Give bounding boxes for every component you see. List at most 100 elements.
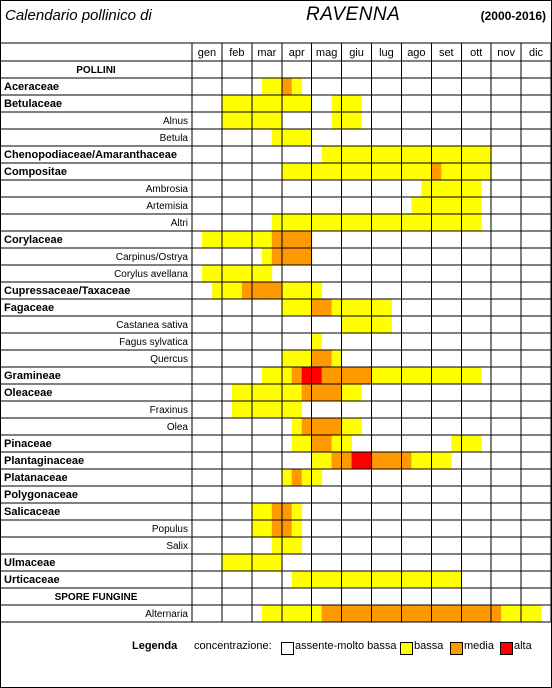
heat-cell xyxy=(351,146,362,163)
heat-cell xyxy=(331,214,342,231)
heat-cell xyxy=(441,214,452,231)
heat-cell xyxy=(271,367,283,384)
heat-cell xyxy=(381,163,392,180)
heat-cell xyxy=(291,503,303,520)
heat-cell xyxy=(231,401,243,418)
heat-cell xyxy=(291,282,303,299)
heat-cell xyxy=(281,367,293,384)
heat-cell xyxy=(361,163,372,180)
row-label: Ulmaceae xyxy=(4,557,55,569)
heat-cell xyxy=(411,367,422,384)
row-label: Salix xyxy=(166,541,188,552)
heat-cell xyxy=(391,367,402,384)
heat-cell xyxy=(361,605,372,622)
heat-cell xyxy=(311,469,323,486)
heat-cell xyxy=(231,384,243,401)
heat-cell xyxy=(371,163,382,180)
heat-cell xyxy=(451,197,462,214)
heat-cell xyxy=(281,163,293,180)
month-header: mar xyxy=(257,47,276,59)
heat-cell xyxy=(271,520,283,537)
heat-cell xyxy=(441,180,452,197)
heat-cell xyxy=(461,367,472,384)
heat-cell xyxy=(471,367,482,384)
heat-cell xyxy=(421,197,432,214)
heat-cell xyxy=(431,214,442,231)
month-header: gen xyxy=(198,47,216,59)
heat-cell xyxy=(251,95,263,112)
heat-cell xyxy=(341,435,352,452)
heat-cell xyxy=(441,605,452,622)
heat-cell xyxy=(221,95,233,112)
heat-cell xyxy=(381,146,392,163)
heat-cell xyxy=(361,214,372,231)
heat-cell xyxy=(441,452,452,469)
heat-cell xyxy=(441,146,452,163)
heat-cell xyxy=(271,95,283,112)
heat-cell xyxy=(461,435,472,452)
heat-cell xyxy=(301,418,313,435)
heat-cell xyxy=(321,384,333,401)
heat-cell xyxy=(411,163,422,180)
heat-cell xyxy=(291,299,303,316)
heat-cell xyxy=(231,265,243,282)
heat-cell xyxy=(361,367,372,384)
heat-cell xyxy=(351,452,362,469)
heat-cell xyxy=(381,605,392,622)
heat-cell xyxy=(351,112,362,129)
heat-cell xyxy=(401,163,412,180)
legend-label-2: media xyxy=(464,640,494,652)
heat-cell xyxy=(381,316,392,333)
heat-cell xyxy=(291,129,303,146)
heat-cell xyxy=(491,605,502,622)
heat-cell xyxy=(301,214,313,231)
heat-cell xyxy=(221,231,233,248)
heat-cell xyxy=(381,452,392,469)
heat-cell xyxy=(521,605,532,622)
heat-cell xyxy=(381,214,392,231)
heat-cell xyxy=(471,435,482,452)
heat-cell xyxy=(291,435,303,452)
heat-cell xyxy=(311,299,323,316)
heat-cell xyxy=(341,299,352,316)
heat-cell xyxy=(311,333,323,350)
heat-cell xyxy=(291,520,303,537)
heat-cell xyxy=(311,435,323,452)
heat-cell xyxy=(331,146,342,163)
row-label: Corylus avellana xyxy=(114,269,188,280)
heat-cell xyxy=(341,452,352,469)
heat-cell xyxy=(331,367,342,384)
heat-cell xyxy=(301,571,313,588)
row-label: Betulaceae xyxy=(4,98,62,110)
heat-cell xyxy=(321,605,333,622)
heat-cell xyxy=(261,554,273,571)
legend-prefix: concentrazione: xyxy=(194,640,272,652)
heat-cell xyxy=(411,571,422,588)
heat-cell xyxy=(391,605,402,622)
heat-cell xyxy=(431,197,442,214)
heat-cell xyxy=(241,384,253,401)
heat-cell xyxy=(371,316,382,333)
heat-cell xyxy=(431,180,442,197)
heat-cell xyxy=(471,146,482,163)
heat-cell xyxy=(261,112,273,129)
heat-cell xyxy=(481,163,492,180)
heat-cell xyxy=(321,367,333,384)
heat-cell xyxy=(311,367,323,384)
heat-cell xyxy=(221,112,233,129)
heat-cell xyxy=(291,384,303,401)
heat-cell xyxy=(461,180,472,197)
heat-cell xyxy=(271,112,283,129)
heat-cell xyxy=(231,231,243,248)
heat-cell xyxy=(421,452,432,469)
heat-cell xyxy=(351,299,362,316)
heat-cell xyxy=(261,282,273,299)
heat-cell xyxy=(301,299,313,316)
heat-cell xyxy=(211,282,223,299)
row-label: Altri xyxy=(171,218,188,229)
heat-cell xyxy=(451,146,462,163)
legend-swatch-0 xyxy=(281,642,294,655)
heat-cell xyxy=(281,350,293,367)
heat-cell xyxy=(441,197,452,214)
